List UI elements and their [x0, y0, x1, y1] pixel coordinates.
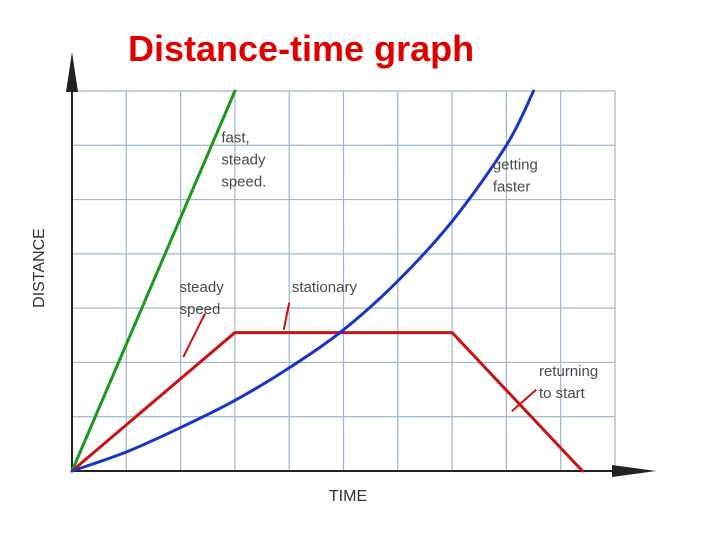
annotation-leader: [182, 313, 206, 358]
chart-grid: [71, 90, 616, 472]
annotation-label: returning to start: [539, 363, 598, 402]
annotation-leader: [282, 302, 291, 331]
series-line-green: [70, 89, 237, 473]
x-axis-arrow-icon: [612, 465, 656, 477]
annotation-leader: [511, 388, 537, 413]
x-axis-label: TIME: [329, 488, 367, 505]
annotation-label: stationary: [292, 279, 358, 296]
series-line-blue: [70, 89, 536, 473]
y-axis-label: DISTANCE: [31, 228, 48, 308]
chart-annotations: fast, steady speed. getting faster steady spee…: [180, 130, 598, 413]
chart-series: [70, 89, 584, 473]
chart-axes: [66, 52, 656, 477]
series-line-red: [70, 331, 584, 473]
y-axis-arrow-icon: [66, 52, 78, 92]
chart-title: Distance-time graph: [128, 28, 475, 69]
annotation-label: fast, steady speed.: [221, 130, 266, 191]
annotation-label: getting faster: [493, 157, 538, 196]
annotation-label: steady speed: [180, 279, 225, 318]
